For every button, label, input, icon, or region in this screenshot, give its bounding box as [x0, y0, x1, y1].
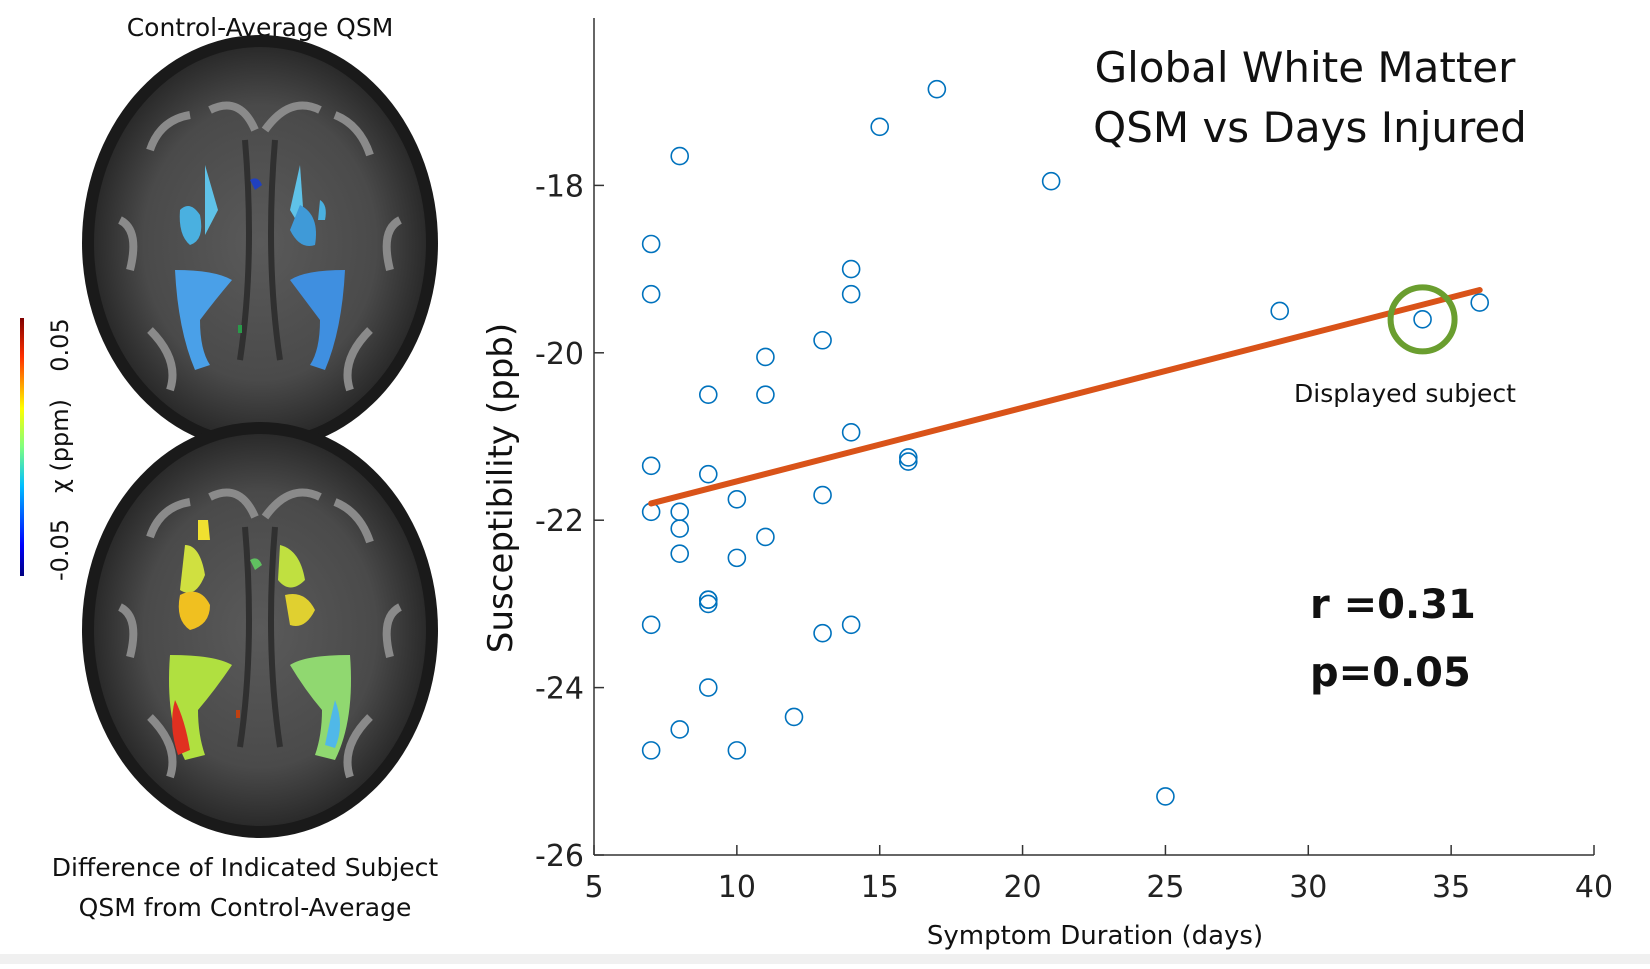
data-point — [898, 452, 918, 471]
colorbar-min-label: -0.05 — [46, 519, 74, 581]
x-axis-label: Symptom Duration (days) — [927, 921, 1263, 951]
y-tick-label: -22 — [535, 504, 584, 539]
stat-p: p=0.05 — [1310, 650, 1471, 696]
y-tick-label: -18 — [535, 169, 584, 204]
data-point — [756, 527, 775, 547]
data-point — [1041, 171, 1061, 191]
data-point — [670, 502, 690, 522]
data-point — [813, 330, 832, 350]
data-point — [670, 544, 690, 563]
data-point — [927, 79, 947, 99]
data-point — [727, 741, 747, 760]
data-point — [727, 548, 747, 568]
data-point — [698, 590, 718, 610]
data-point — [841, 284, 861, 304]
chart-points — [641, 79, 1490, 806]
data-point — [841, 615, 861, 635]
data-point — [756, 385, 775, 404]
brain-figures: Control-Average QSM — [20, 13, 439, 922]
data-point — [841, 259, 861, 279]
y-tick-label: -26 — [535, 839, 584, 874]
data-point — [641, 284, 661, 304]
bottom-caption-line1: Difference of Indicated Subject — [52, 853, 439, 882]
data-point — [641, 234, 661, 254]
data-point — [670, 146, 690, 166]
data-point — [841, 423, 861, 442]
x-tick-label: 10 — [718, 870, 756, 905]
chart-title-line2: QSM vs Days Injured — [1093, 103, 1527, 152]
x-tick-label: 25 — [1146, 870, 1184, 905]
data-point — [727, 489, 747, 509]
data-point — [698, 464, 718, 484]
x-tick-label: 40 — [1575, 870, 1613, 905]
data-point — [698, 594, 718, 614]
data-point — [784, 707, 804, 727]
chart-ticks: 5 10 15 20 25 30 35 40 -18 -20 -22 -24 -26 — [535, 169, 1613, 905]
data-point — [813, 485, 832, 505]
left-panel: Control-Average QSM — [0, 0, 470, 964]
top-brain-image — [82, 35, 438, 451]
data-point — [670, 720, 690, 739]
highlight-label: Displayed subject — [1294, 379, 1516, 408]
x-tick-label: 35 — [1432, 870, 1470, 905]
data-point — [698, 678, 718, 697]
chart-axes — [593, 18, 1594, 856]
bottom-caption-line2: QSM from Control-Average — [79, 893, 412, 922]
colorbar-max-label: 0.05 — [46, 318, 74, 371]
data-point — [1270, 301, 1290, 321]
stat-r: r =0.31 — [1310, 582, 1476, 628]
bottom-brain-image — [82, 422, 438, 838]
regression-line — [648, 287, 1483, 507]
data-point — [670, 519, 690, 538]
data-point — [1156, 787, 1175, 806]
colorbar-title: χ (ppm) — [46, 399, 74, 493]
data-point — [756, 347, 775, 367]
bottom-strip — [0, 954, 1650, 964]
y-tick-label: -24 — [535, 672, 584, 707]
colorbar: 0.05 χ (ppm) -0.05 — [20, 318, 74, 581]
x-tick-label: 15 — [861, 870, 899, 905]
y-axis-label: Susceptibility (ppb) — [481, 323, 521, 653]
data-point — [641, 741, 661, 760]
data-point — [698, 385, 718, 404]
data-point — [870, 117, 890, 137]
data-point — [641, 615, 661, 635]
data-point — [1470, 293, 1490, 312]
data-point — [1413, 310, 1432, 329]
y-tick-label: -20 — [535, 337, 584, 372]
data-point — [641, 456, 661, 476]
data-point — [813, 623, 832, 643]
x-tick-label: 5 — [584, 870, 603, 905]
x-tick-label: 30 — [1289, 870, 1327, 905]
data-point — [898, 448, 918, 467]
highlight-ring — [1387, 284, 1458, 355]
x-tick-label: 20 — [1003, 870, 1041, 905]
chart-title-line1: Global White Matter — [1095, 43, 1517, 92]
